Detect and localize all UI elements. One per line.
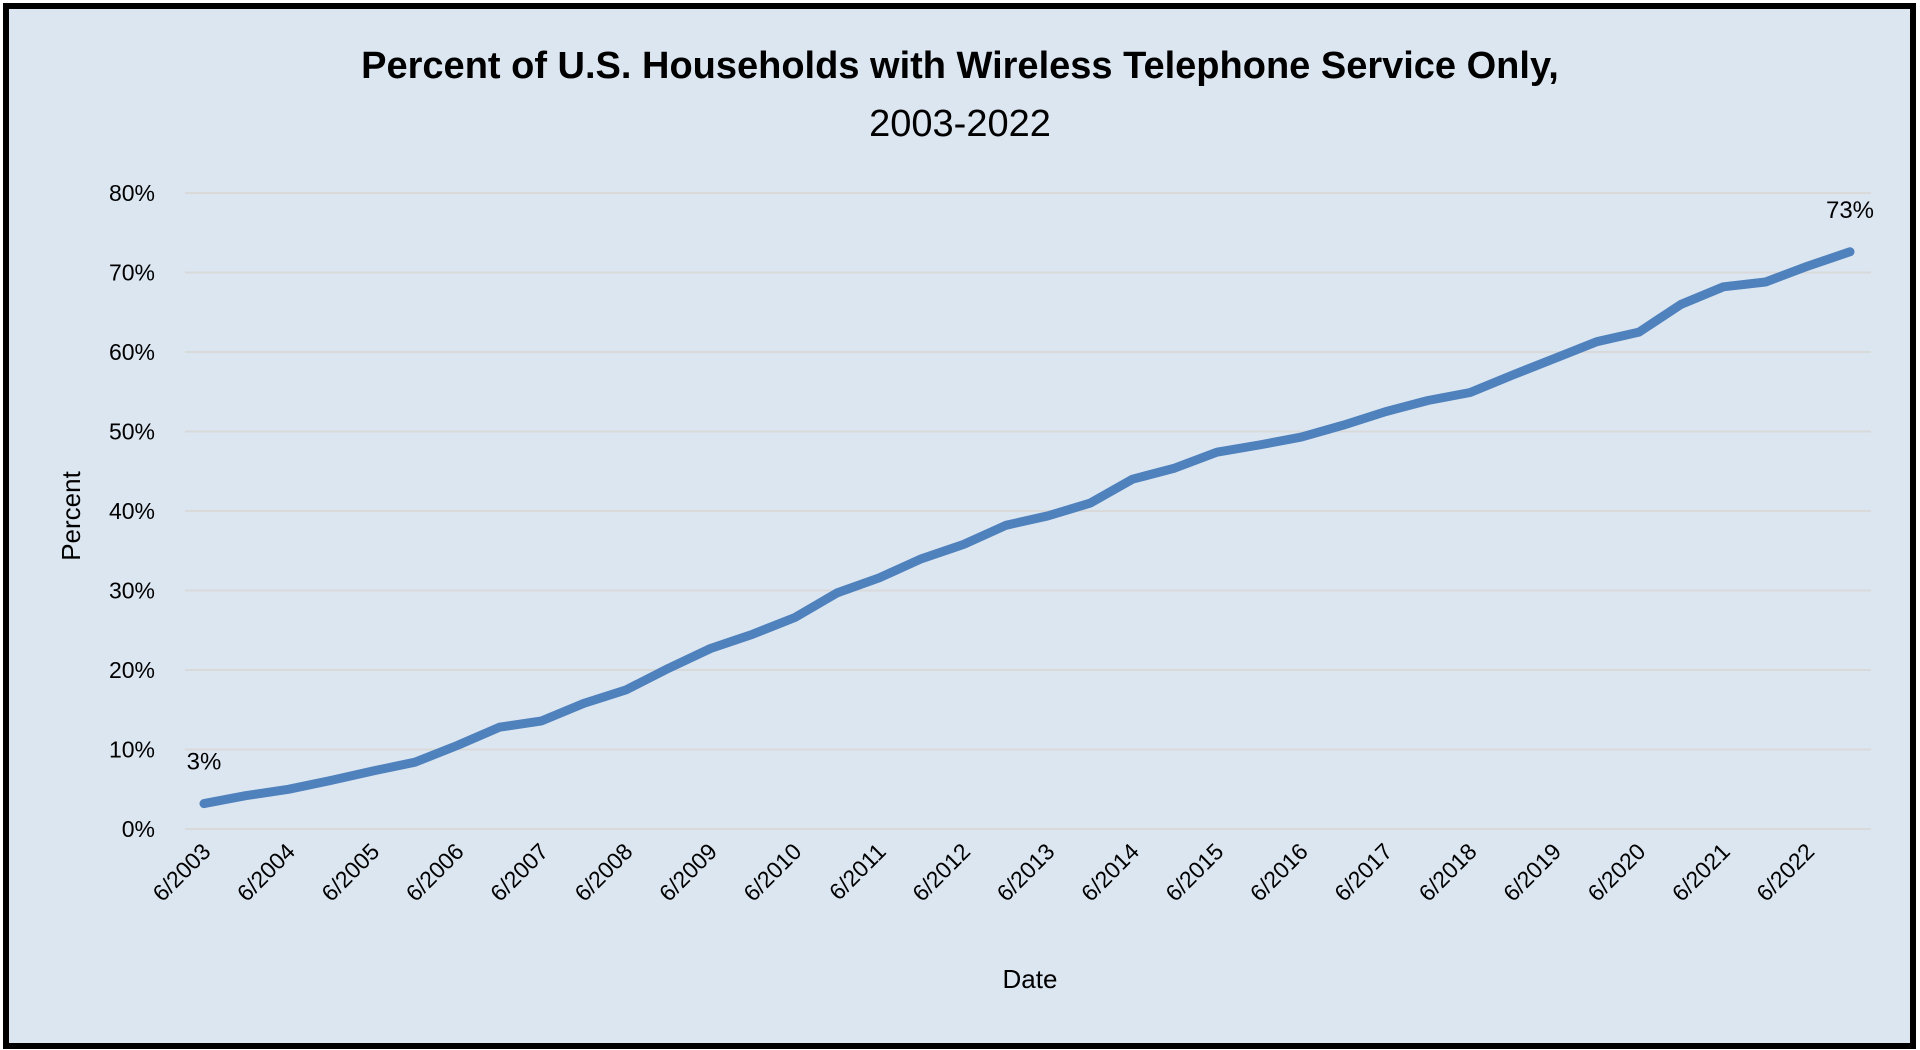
x-tick-label: 6/2017 <box>1329 838 1397 906</box>
x-tick-label: 6/2009 <box>654 838 722 906</box>
x-axis-title: Date <box>1003 964 1058 994</box>
x-tick-label: 6/2022 <box>1751 838 1819 906</box>
chart-title: Percent of U.S. Households with Wireless… <box>361 45 1559 87</box>
y-tick-label: 0% <box>122 816 155 842</box>
y-tick-label: 50% <box>109 419 155 445</box>
series-group <box>199 247 1855 809</box>
x-tick-label: 6/2015 <box>1160 838 1228 906</box>
y-axis-ticks: 0% 10% 20% 30% 40% 50% 60% 70% 80% <box>109 180 155 842</box>
x-axis-ticks: 6/2003 6/2004 6/2005 6/2006 6/2007 6/2008 6/20… <box>147 838 1819 906</box>
x-tick-label: 6/2016 <box>1245 838 1313 906</box>
data-labels: 3% 73% <box>187 197 1874 776</box>
chart-frame <box>3 3 1916 1049</box>
x-tick-label: 6/2019 <box>1498 838 1566 906</box>
y-tick-label: 10% <box>109 737 155 763</box>
x-tick-label: 6/2020 <box>1582 838 1650 906</box>
x-tick-label: 6/2014 <box>1076 838 1144 906</box>
chart-subtitle: 2003-2022 <box>869 103 1051 145</box>
y-tick-label: 70% <box>109 260 155 286</box>
x-tick-label: 6/2021 <box>1667 838 1735 906</box>
y-tick-label: 40% <box>109 498 155 524</box>
x-tick-label: 6/2008 <box>569 838 637 906</box>
x-tick-label: 6/2007 <box>485 838 553 906</box>
gridlines <box>185 192 1871 830</box>
x-tick-label: 6/2012 <box>907 838 975 906</box>
y-axis-title: Percent <box>56 470 86 560</box>
x-tick-label: 6/2011 <box>824 838 891 905</box>
x-tick-label: 6/2004 <box>232 838 300 906</box>
y-tick-label: 20% <box>109 657 155 683</box>
series-line <box>199 247 1855 809</box>
x-tick-label: 6/2005 <box>316 838 384 906</box>
y-tick-label: 30% <box>109 578 155 604</box>
x-tick-label: 6/2018 <box>1414 838 1482 906</box>
x-tick-label: 6/2013 <box>992 838 1060 906</box>
data-label: 73% <box>1826 197 1874 224</box>
x-tick-label: 6/2003 <box>147 838 215 906</box>
data-label: 3% <box>187 749 222 776</box>
x-tick-label: 6/2010 <box>738 838 806 906</box>
x-tick-label: 6/2006 <box>401 838 469 906</box>
y-tick-label: 80% <box>109 180 155 206</box>
y-tick-label: 60% <box>109 339 155 365</box>
